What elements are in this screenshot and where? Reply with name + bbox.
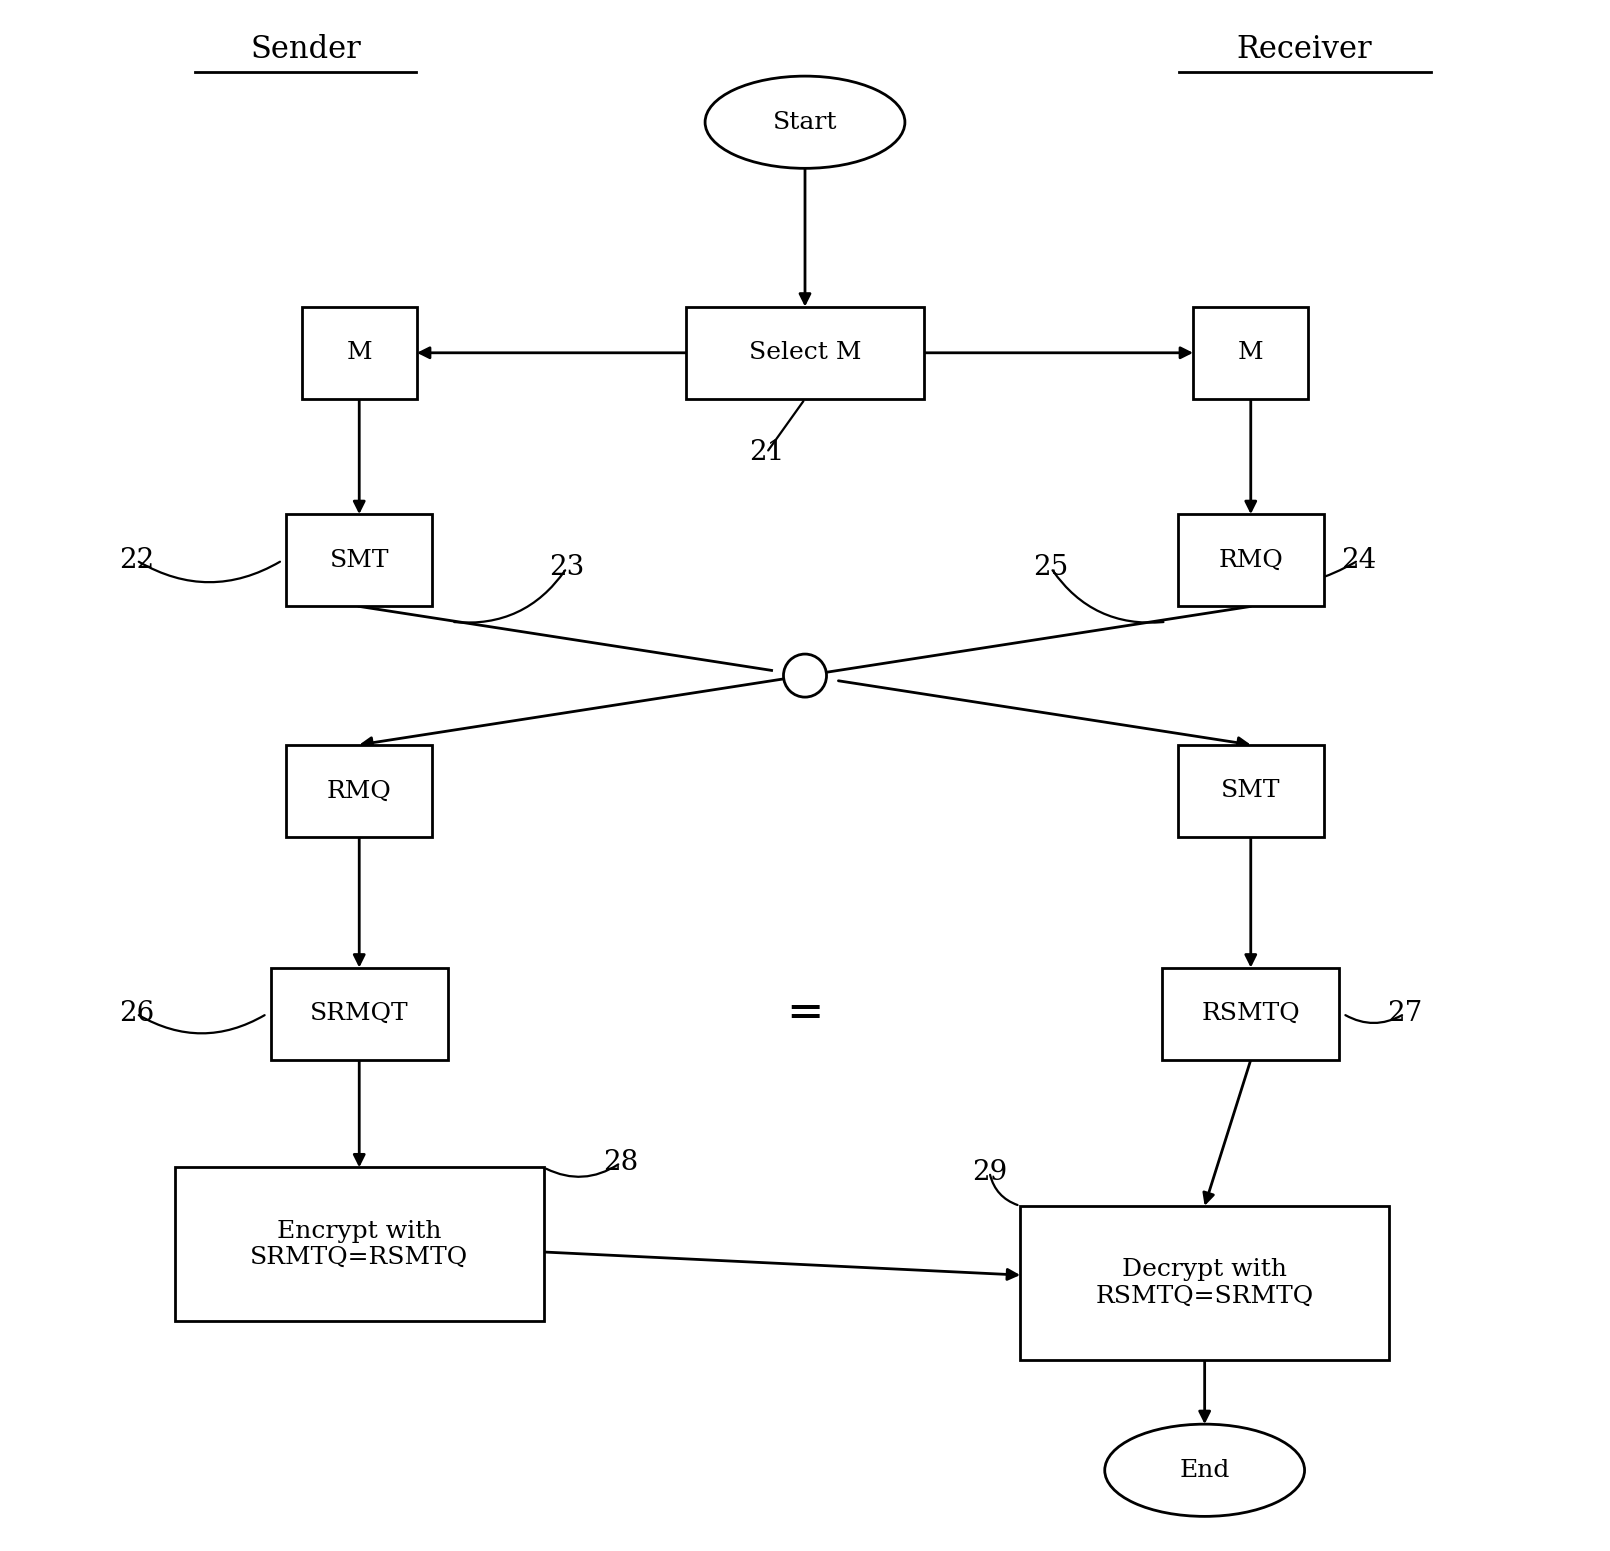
Text: 26: 26 bbox=[119, 1000, 155, 1027]
Text: M: M bbox=[1238, 341, 1264, 364]
Ellipse shape bbox=[705, 76, 905, 169]
Text: SRMQT: SRMQT bbox=[311, 1002, 409, 1025]
Text: Encrypt with
SRMTQ=RSMTQ: Encrypt with SRMTQ=RSMTQ bbox=[250, 1219, 469, 1269]
Text: RSMTQ: RSMTQ bbox=[1201, 1002, 1299, 1025]
Text: Start: Start bbox=[773, 110, 837, 133]
Text: M: M bbox=[346, 341, 372, 364]
FancyBboxPatch shape bbox=[1179, 744, 1323, 838]
Text: 23: 23 bbox=[549, 555, 584, 582]
FancyBboxPatch shape bbox=[1179, 515, 1323, 606]
Text: 21: 21 bbox=[749, 439, 784, 467]
Text: 28: 28 bbox=[602, 1149, 638, 1176]
FancyBboxPatch shape bbox=[287, 744, 431, 838]
FancyBboxPatch shape bbox=[270, 968, 448, 1059]
FancyBboxPatch shape bbox=[301, 307, 417, 399]
Text: 25: 25 bbox=[1034, 555, 1069, 582]
Text: RMQ: RMQ bbox=[1219, 549, 1283, 572]
Text: SMT: SMT bbox=[330, 549, 390, 572]
Text: Sender: Sender bbox=[250, 34, 361, 65]
FancyBboxPatch shape bbox=[686, 307, 924, 399]
Text: 29: 29 bbox=[972, 1159, 1008, 1185]
Text: Decrypt with
RSMTQ=SRMTQ: Decrypt with RSMTQ=SRMTQ bbox=[1095, 1258, 1314, 1307]
FancyBboxPatch shape bbox=[287, 515, 431, 606]
FancyBboxPatch shape bbox=[1162, 968, 1340, 1059]
FancyBboxPatch shape bbox=[1021, 1205, 1389, 1360]
Text: End: End bbox=[1180, 1459, 1230, 1481]
Text: 22: 22 bbox=[119, 548, 155, 574]
Circle shape bbox=[784, 655, 826, 696]
Text: 27: 27 bbox=[1386, 1000, 1422, 1027]
Ellipse shape bbox=[1104, 1424, 1304, 1517]
FancyBboxPatch shape bbox=[1193, 307, 1309, 399]
Text: SMT: SMT bbox=[1220, 779, 1280, 802]
Text: RMQ: RMQ bbox=[327, 779, 391, 802]
Text: Select M: Select M bbox=[749, 341, 861, 364]
Text: =: = bbox=[786, 993, 824, 1036]
Text: Receiver: Receiver bbox=[1236, 34, 1372, 65]
FancyBboxPatch shape bbox=[175, 1168, 544, 1321]
Text: 24: 24 bbox=[1341, 548, 1377, 574]
